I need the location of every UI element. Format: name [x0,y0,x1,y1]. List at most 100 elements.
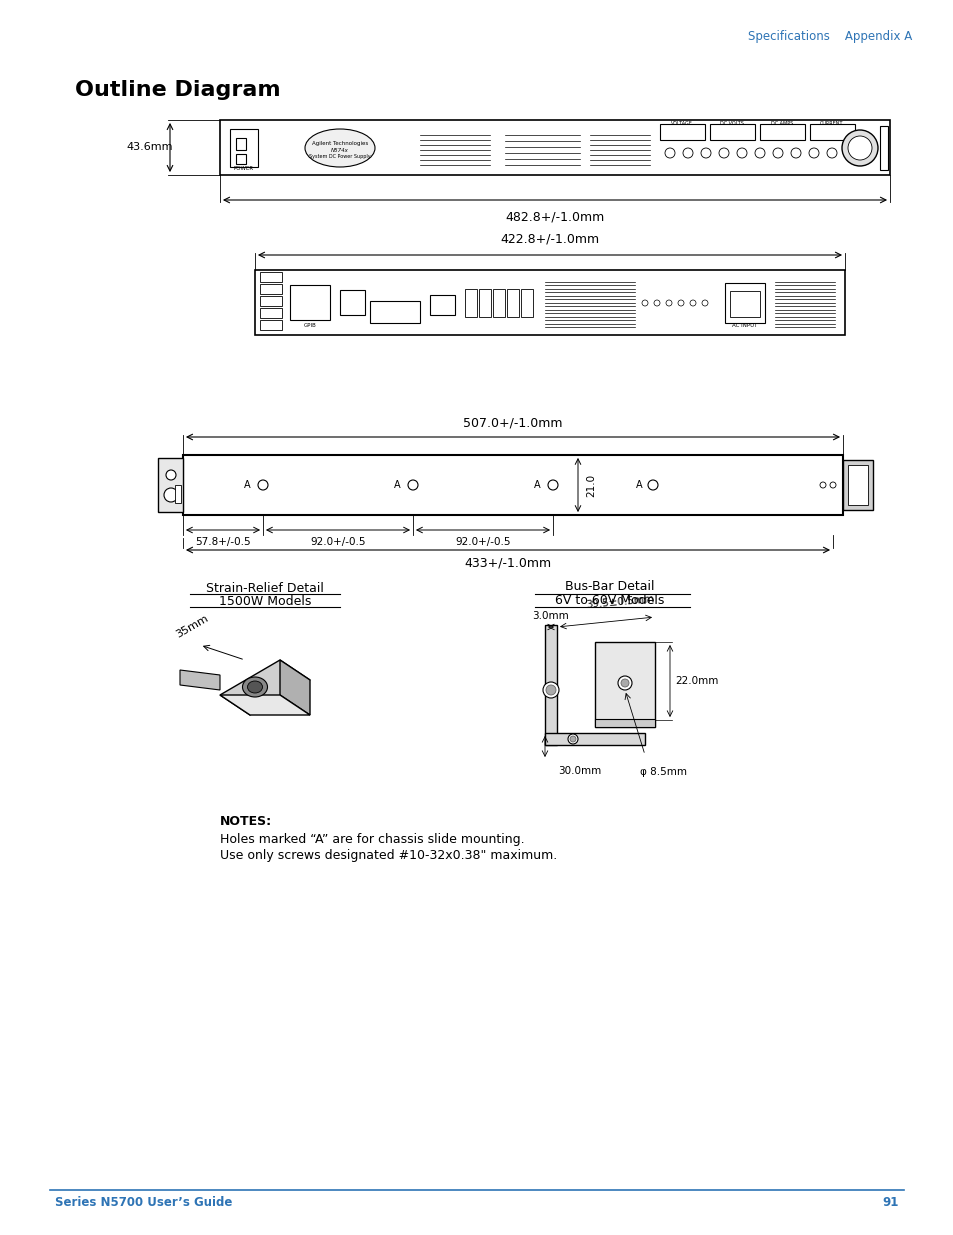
Circle shape [567,734,578,743]
Bar [260,272,282,282]
Bar [709,124,754,140]
Circle shape [808,148,818,158]
Bar [847,466,867,505]
Circle shape [820,482,825,488]
Text: Outline Diagram: Outline Diagram [75,80,280,100]
Circle shape [719,148,728,158]
Text: Series N5700 User’s Guide: Series N5700 User’s Guide [55,1197,233,1209]
Text: CURRENT: CURRENT [820,121,842,126]
Circle shape [641,300,647,306]
Polygon shape [180,671,220,690]
Bar [339,290,365,315]
Circle shape [618,676,631,690]
Text: 507.0+/-1.0mm: 507.0+/-1.0mm [463,416,562,429]
Circle shape [689,300,696,306]
Bar [760,124,804,140]
Circle shape [754,148,764,158]
Circle shape [790,148,801,158]
Text: 6V to 60V Models: 6V to 60V Models [555,594,664,606]
Circle shape [620,679,628,687]
Text: φ 8.5mm: φ 8.5mm [639,767,686,777]
Bar [260,308,282,317]
Text: A: A [534,480,540,490]
Bar [183,454,842,515]
Circle shape [257,480,268,490]
Text: AC INPUT: AC INPUT [732,324,757,329]
Circle shape [569,736,576,742]
Bar [260,320,282,330]
Ellipse shape [242,677,267,697]
Circle shape [665,300,671,306]
Circle shape [772,148,782,158]
Ellipse shape [247,680,262,693]
Circle shape [841,130,877,165]
Circle shape [700,148,710,158]
Circle shape [408,480,417,490]
Text: 22.0mm: 22.0mm [675,676,718,685]
Text: 422.8+/-1.0mm: 422.8+/-1.0mm [500,232,598,245]
Bar [235,154,246,164]
Circle shape [545,685,556,695]
Circle shape [547,480,558,490]
Circle shape [664,148,675,158]
Bar [729,291,760,317]
Bar [478,289,491,317]
Text: A: A [244,480,251,490]
Text: DC AMPS: DC AMPS [770,121,792,126]
Bar [879,126,887,170]
Bar [260,296,282,306]
Circle shape [542,682,558,698]
Bar [430,295,455,315]
Text: GPIB: GPIB [303,324,316,329]
Text: Agilent Technologies: Agilent Technologies [312,141,368,146]
Bar [370,301,419,324]
Polygon shape [220,659,310,715]
Text: POWER: POWER [233,165,253,170]
Text: 43.6mm: 43.6mm [127,142,173,152]
Bar [842,459,872,510]
Bar [235,138,246,149]
Bar [724,283,764,324]
Bar [544,734,644,745]
Text: 57.8+/-0.5: 57.8+/-0.5 [195,537,251,547]
Text: Use only screws designated #10-32x0.38" maximum.: Use only screws designated #10-32x0.38" … [220,848,557,862]
Text: 39.5±0.5mm: 39.5±0.5mm [585,594,654,610]
Bar [464,289,476,317]
Bar [659,124,704,140]
Circle shape [166,471,175,480]
Circle shape [678,300,683,306]
Circle shape [164,488,178,501]
Text: NOTES:: NOTES: [220,815,272,827]
Text: Strain-Relief Detail: Strain-Relief Detail [206,582,324,595]
Bar [809,124,854,140]
Circle shape [682,148,692,158]
Text: 3.0mm: 3.0mm [532,611,569,621]
Ellipse shape [305,128,375,167]
Text: 92.0+/-0.5: 92.0+/-0.5 [310,537,365,547]
Text: 1500W Models: 1500W Models [218,595,311,608]
Text: 91: 91 [882,1197,898,1209]
Bar [520,289,533,317]
Circle shape [829,482,835,488]
Text: VOLTAGE: VOLTAGE [670,121,692,126]
Bar [544,625,557,745]
Text: A: A [394,480,400,490]
Polygon shape [280,659,310,715]
Bar [230,128,257,167]
Bar [595,719,655,727]
Bar [220,120,889,175]
Text: A: A [636,480,642,490]
Text: 92.0+/-0.5: 92.0+/-0.5 [455,537,510,547]
Bar [260,284,282,294]
Bar [158,458,183,513]
Text: Bus-Bar Detail: Bus-Bar Detail [565,580,654,593]
Bar [174,485,181,503]
Circle shape [737,148,746,158]
Circle shape [701,300,707,306]
Text: 21.0: 21.0 [585,473,596,496]
Text: 30.0mm: 30.0mm [558,766,601,776]
Bar [290,285,330,320]
Text: Holes marked “A” are for chassis slide mounting.: Holes marked “A” are for chassis slide m… [220,832,524,846]
Text: N574x: N574x [331,148,349,153]
Bar [506,289,518,317]
